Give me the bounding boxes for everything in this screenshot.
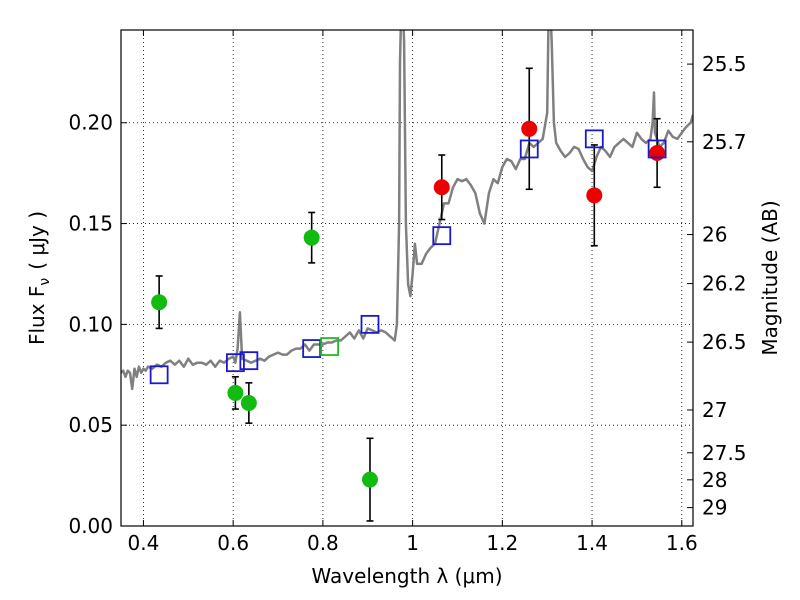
x-axis-label: Wavelength λ (μm) — [311, 564, 502, 588]
mag-tick-label: 25.5 — [702, 52, 747, 76]
mag-tick-label: 26 — [702, 223, 727, 247]
model-square-marker — [239, 351, 259, 371]
data-point — [586, 187, 603, 204]
mag-tick-label: 29 — [702, 496, 727, 520]
spectrum-line — [121, 30, 693, 391]
data-point — [361, 471, 378, 488]
mag-tick-label: 27 — [702, 398, 727, 422]
data-point — [521, 120, 538, 137]
plot-frame — [120, 29, 694, 527]
data-point — [303, 229, 320, 246]
mag-tick-label: 25.7 — [702, 130, 747, 154]
model-square-marker — [149, 365, 169, 385]
svg-text:Flux Fν( μJy ): Flux Fν ( μJy ) — [25, 211, 53, 345]
y-axis-label: Flux Fν ( μJy ) — [25, 211, 53, 345]
model-square-marker — [647, 139, 667, 159]
data-point — [649, 144, 666, 161]
model-square-marker — [225, 353, 245, 373]
x-tick-label: 1.2 — [486, 531, 518, 555]
model-square-marker — [320, 337, 340, 356]
mag-tick-label: 28 — [702, 468, 727, 492]
x-tick-label: 1.4 — [576, 531, 608, 555]
x-tick-label: 1 — [406, 531, 419, 555]
x-tick-label: 0.8 — [307, 531, 339, 555]
model-square-marker — [432, 226, 452, 246]
model-square-marker — [584, 129, 604, 149]
y-axis-right-label: Magnitude (AB) — [758, 200, 782, 355]
y-axis-label-subscript: ν — [37, 278, 53, 286]
x-tick-label: 1.6 — [666, 531, 698, 555]
mag-tick-label: 27.5 — [702, 441, 747, 465]
plot-area — [121, 30, 693, 522]
data-point — [151, 294, 168, 311]
model-square-marker — [302, 339, 322, 358]
axes-frame — [120, 29, 694, 527]
axis-ticks: 0.4 0.6 0.8 1 1.2 1.4 1.6 0.00 0.05 0.10 0.15 0.20 2… — [68, 30, 747, 555]
y-tick-label: 0.15 — [68, 212, 113, 236]
y-axis-label-name: Flux F — [25, 286, 49, 345]
data-point — [227, 384, 244, 401]
mag-tick-label: 26.5 — [702, 330, 747, 354]
y-tick-label: 0.20 — [68, 111, 113, 135]
mag-tick-label: 26.2 — [702, 272, 747, 296]
y-tick-label: 0.10 — [68, 312, 113, 336]
x-tick-label: 0.4 — [128, 531, 160, 555]
data-point — [433, 179, 450, 196]
y-tick-label: 0.05 — [68, 413, 113, 437]
y-axis-label-unit: ( μJy ) — [25, 211, 49, 270]
model-square-marker — [360, 314, 380, 334]
model-square-marker — [519, 139, 539, 159]
x-tick-label: 0.6 — [217, 531, 249, 555]
y-tick-label: 0.00 — [68, 514, 113, 538]
data-point — [240, 395, 257, 412]
